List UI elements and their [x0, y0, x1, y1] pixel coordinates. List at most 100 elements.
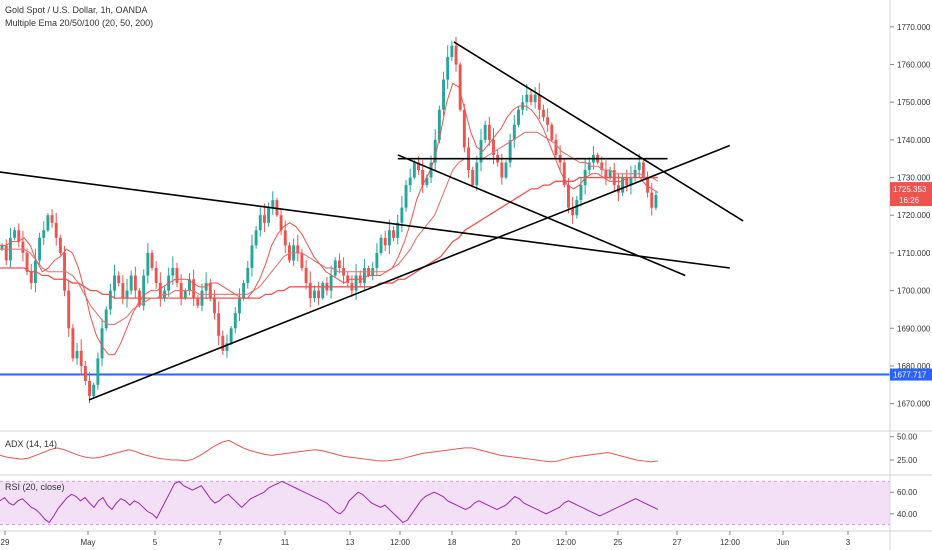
candle-body [383, 237, 387, 246]
candle-body [483, 124, 487, 140]
candle-body [600, 162, 604, 171]
candle-body [321, 283, 325, 299]
rsi-tick-label: 40.00 [897, 510, 918, 519]
candle-body [354, 275, 358, 291]
candle-body [571, 207, 575, 216]
candle-body [254, 230, 258, 246]
trendline [397, 154, 686, 277]
candle-body [175, 267, 179, 284]
candle-body [113, 275, 116, 291]
candle-body [242, 283, 246, 299]
candle-body [17, 230, 21, 242]
candle-body [646, 177, 650, 193]
candle-body [442, 79, 445, 110]
rsi-tick-label: 60.00 [897, 488, 918, 497]
candle-body [133, 275, 137, 291]
candle-body [437, 109, 441, 140]
candle-body [4, 245, 8, 261]
candle-body [92, 384, 96, 397]
candle-body [433, 139, 437, 163]
candle-body [400, 207, 404, 223]
last-price-bg [890, 182, 932, 207]
candle-body [300, 252, 304, 268]
time-tick-label: 29 [1, 538, 10, 547]
candle-body [238, 298, 241, 314]
candle-body [512, 124, 516, 140]
adx-pane [0, 439, 659, 463]
candle-body [575, 200, 579, 216]
price-tick-label: 1720.000 [897, 211, 931, 220]
candle-body [517, 109, 520, 125]
candle-body [587, 162, 591, 171]
time-tick-label: 7 [218, 538, 223, 547]
candle-body [225, 343, 229, 351]
candle-body [425, 177, 429, 186]
candle-body [183, 290, 187, 299]
rsi-pane [0, 480, 890, 526]
candle-body [142, 275, 146, 306]
time-tick-label: 5 [153, 538, 158, 547]
last-price-label: 1725.353 [893, 185, 927, 194]
candle-body [525, 94, 529, 103]
candle-body [308, 283, 312, 299]
indicator-label: Multiple Ema 20/50/100 (20, 50, 200) [5, 18, 153, 28]
candle-body [579, 185, 583, 201]
adx-tick-label: 25.00 [897, 456, 918, 465]
price-tick-label: 1700.000 [897, 287, 931, 296]
candle-body [408, 177, 412, 186]
candle-body [396, 222, 400, 238]
time-tick-label: May [80, 538, 95, 547]
candle-body [608, 170, 612, 178]
time-tick-label: 3 [846, 538, 851, 547]
candle-body [404, 185, 408, 208]
candle-body [96, 358, 100, 385]
candle-body [304, 267, 308, 284]
candle-body [329, 275, 333, 291]
candle-body [312, 290, 316, 299]
candle-body [625, 177, 629, 186]
candle-body [567, 185, 570, 208]
candle-body [233, 313, 237, 329]
time-tick-label: 12:00 [556, 538, 577, 547]
candle-body [42, 230, 46, 238]
candle-body [129, 275, 133, 291]
candle-body [13, 230, 17, 238]
candle-body [504, 162, 508, 178]
candle-body [146, 252, 150, 276]
trendline [88, 144, 731, 401]
candle-body [196, 298, 200, 306]
candle-body [550, 124, 554, 140]
level-label-bg [890, 368, 932, 381]
candle-body [616, 185, 620, 193]
candle-body [208, 283, 212, 299]
adx-tick-label: 50.00 [897, 433, 918, 442]
rsi-label: RSI (20, close) [5, 482, 65, 492]
ema-slow-line [0, 176, 658, 299]
candle-body [104, 309, 108, 329]
candle-body [246, 267, 250, 284]
candle-body [604, 170, 608, 178]
candle-body [487, 124, 491, 140]
candle-body [217, 313, 221, 336]
candle-body [229, 328, 233, 344]
candle-body [317, 290, 321, 299]
candle-body [462, 109, 466, 148]
candle-body [450, 45, 454, 57]
candle-body [392, 230, 396, 238]
candle-body [267, 207, 271, 223]
candle-body [154, 267, 158, 284]
candle-body [117, 275, 121, 284]
price-pane [0, 36, 890, 404]
rsi-line [0, 480, 659, 524]
candle-body [508, 139, 512, 163]
candle-body [562, 162, 566, 186]
candle-body [629, 177, 633, 186]
candle-body [492, 139, 495, 155]
candle-body [21, 241, 25, 253]
candle-body [83, 365, 87, 382]
price-tick-label: 1760.000 [897, 61, 931, 70]
level-label: 1677.717 [893, 371, 927, 380]
candle-body [471, 170, 475, 186]
candle-body [38, 237, 42, 261]
